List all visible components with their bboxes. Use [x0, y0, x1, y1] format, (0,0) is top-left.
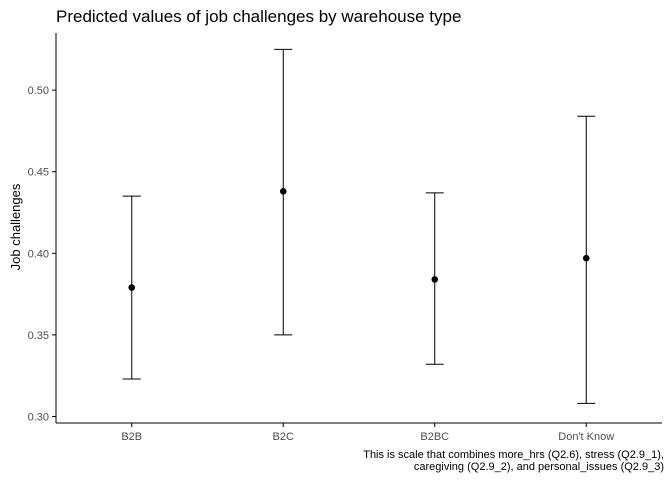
x-tick-label: B2C: [273, 431, 294, 443]
x-tick-label: B2B: [121, 431, 142, 443]
y-tick-label: 0.40: [28, 248, 49, 260]
y-ticks: 0.30 0.35 0.40 0.45 0.50: [28, 85, 56, 423]
data-point: [582, 254, 590, 262]
error-bars: [122, 48, 596, 404]
y-axis-label: Job challenges: [8, 183, 23, 270]
caption-line-2: caregiving (Q2.9_2), and personal_issues…: [414, 461, 664, 473]
data-point: [279, 187, 287, 195]
x-tick-label: Don't Know: [558, 431, 614, 443]
data-point: [128, 284, 136, 291]
y-tick-label: 0.45: [28, 167, 49, 179]
chart-title: Predicted values of job challenges by wa…: [56, 7, 461, 26]
y-tick-label: 0.50: [28, 85, 49, 97]
y-tick-label: 0.30: [28, 411, 49, 423]
data-point: [431, 276, 439, 283]
x-ticks: B2B B2C B2BC Don't Know: [121, 423, 614, 443]
x-tick-label: B2BC: [420, 431, 449, 443]
y-tick-label: 0.35: [28, 330, 49, 342]
caption-line-1: This is scale that combines more_hrs (Q2…: [363, 449, 664, 461]
